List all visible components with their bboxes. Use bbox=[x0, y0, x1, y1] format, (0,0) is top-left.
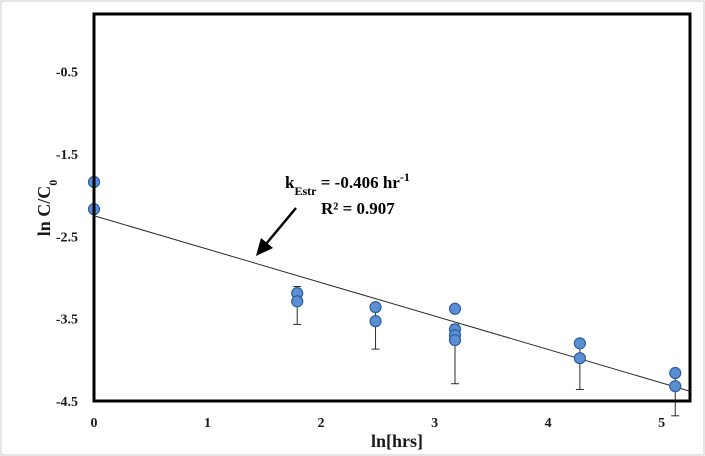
y-tick-label: -3.5 bbox=[56, 313, 78, 328]
annotation-arrowhead bbox=[256, 238, 273, 256]
x-tick-label: 0 bbox=[91, 416, 98, 431]
x-axis-title: ln[hrs] bbox=[371, 431, 423, 451]
data-point bbox=[369, 315, 382, 328]
plot-area: -0.5 -1.5 -2.5 -3.5 -4.5 0 1 2 3 4 5 bbox=[56, 66, 691, 431]
x-tick-label: 3 bbox=[431, 416, 438, 431]
data-point bbox=[291, 295, 304, 308]
plot-border bbox=[92, 12, 692, 403]
rate-constant-annotation: kEstr = -0.406 hr-1 bbox=[285, 170, 410, 198]
x-tick-label: 4 bbox=[545, 416, 552, 431]
data-point bbox=[448, 302, 462, 315]
data-point bbox=[573, 337, 586, 350]
y-axis-title: ln C/C0 bbox=[34, 180, 60, 237]
annotation-arrow bbox=[265, 207, 297, 245]
data-point bbox=[573, 352, 586, 365]
r-squared-annotation: R² = 0.907 bbox=[321, 199, 395, 218]
x-tick-label: 5 bbox=[658, 416, 665, 431]
data-point bbox=[448, 333, 462, 347]
data-point bbox=[669, 380, 682, 393]
y-tick-label: -1.5 bbox=[56, 148, 78, 163]
data-point bbox=[669, 366, 682, 380]
y-tick-label: -4.5 bbox=[56, 395, 78, 410]
y-tick-label: -2.5 bbox=[56, 230, 78, 245]
trend-line bbox=[93, 215, 691, 392]
x-tick-label: 1 bbox=[204, 416, 211, 431]
y-tick-label: -0.5 bbox=[56, 66, 78, 81]
x-tick-label: 2 bbox=[318, 416, 325, 431]
data-point bbox=[369, 301, 382, 314]
